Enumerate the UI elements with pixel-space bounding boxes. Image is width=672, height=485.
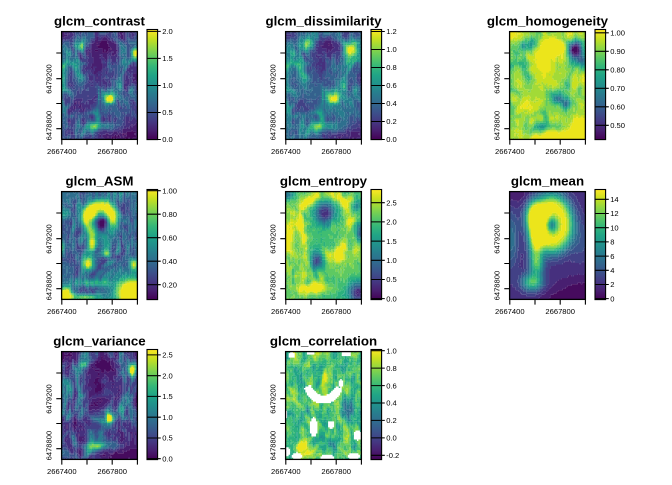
svg-text:6479200: 6479200 xyxy=(269,384,278,414)
svg-text:2667400: 2667400 xyxy=(271,147,301,156)
svg-text:2667400: 2667400 xyxy=(271,307,301,316)
svg-text:6478800: 6478800 xyxy=(45,271,54,301)
svg-text:2667400: 2667400 xyxy=(47,147,77,156)
svg-text:2667800: 2667800 xyxy=(97,467,127,476)
svg-text:0.6: 0.6 xyxy=(386,381,397,390)
svg-text:6: 6 xyxy=(610,252,614,261)
svg-text:6478800: 6478800 xyxy=(493,111,502,141)
svg-text:2667400: 2667400 xyxy=(495,147,525,156)
svg-text:2667800: 2667800 xyxy=(97,147,127,156)
svg-text:4: 4 xyxy=(610,266,614,275)
svg-text:8: 8 xyxy=(610,238,614,247)
svg-text:10: 10 xyxy=(610,223,618,232)
svg-text:0.0: 0.0 xyxy=(386,434,397,443)
svg-text:2.0: 2.0 xyxy=(386,218,397,227)
svg-text:2667400: 2667400 xyxy=(47,467,77,476)
svg-text:2667800: 2667800 xyxy=(321,147,351,156)
svg-text:0.6: 0.6 xyxy=(386,81,397,90)
svg-text:0.20: 0.20 xyxy=(162,280,177,289)
svg-text:6478800: 6478800 xyxy=(45,111,54,141)
svg-text:2667800: 2667800 xyxy=(321,467,351,476)
svg-text:6478800: 6478800 xyxy=(269,431,278,461)
svg-text:glcm_variance: glcm_variance xyxy=(53,333,145,348)
svg-text:2667800: 2667800 xyxy=(545,147,575,156)
svg-text:0.5: 0.5 xyxy=(162,434,173,443)
svg-text:6478800: 6478800 xyxy=(493,271,502,301)
svg-text:0.5: 0.5 xyxy=(386,275,397,284)
svg-text:2667400: 2667400 xyxy=(495,307,525,316)
svg-text:0.40: 0.40 xyxy=(162,257,177,266)
svg-text:2: 2 xyxy=(610,280,614,289)
svg-text:0.60: 0.60 xyxy=(162,233,177,242)
svg-text:1.5: 1.5 xyxy=(162,392,173,401)
svg-text:glcm_ASM: glcm_ASM xyxy=(66,173,134,188)
svg-text:1.00: 1.00 xyxy=(162,186,177,195)
svg-text:0.0: 0.0 xyxy=(162,135,173,144)
svg-text:glcm_dissimilarity: glcm_dissimilarity xyxy=(265,13,382,28)
svg-text:6479200: 6479200 xyxy=(45,224,54,254)
svg-text:6479200: 6479200 xyxy=(269,64,278,94)
svg-text:2667800: 2667800 xyxy=(545,307,575,316)
svg-text:0.0: 0.0 xyxy=(162,454,173,463)
svg-text:0.70: 0.70 xyxy=(610,84,625,93)
svg-text:6478800: 6478800 xyxy=(45,431,54,461)
svg-text:0.2: 0.2 xyxy=(386,416,397,425)
svg-text:-0.2: -0.2 xyxy=(386,451,399,460)
svg-text:0: 0 xyxy=(610,294,614,303)
svg-text:6478800: 6478800 xyxy=(269,111,278,141)
svg-text:6479200: 6479200 xyxy=(45,384,54,414)
svg-text:0.5: 0.5 xyxy=(162,108,173,117)
svg-text:glcm_entropy: glcm_entropy xyxy=(280,173,368,188)
svg-text:2.0: 2.0 xyxy=(162,371,173,380)
svg-text:1.2: 1.2 xyxy=(386,27,397,36)
svg-text:1.0: 1.0 xyxy=(386,45,397,54)
svg-text:1.0: 1.0 xyxy=(386,346,397,355)
svg-text:2667800: 2667800 xyxy=(321,307,351,316)
svg-text:0.2: 0.2 xyxy=(386,117,397,126)
svg-text:1.5: 1.5 xyxy=(386,237,397,246)
svg-text:2667400: 2667400 xyxy=(47,307,77,316)
svg-text:6479200: 6479200 xyxy=(45,64,54,94)
svg-text:1.0: 1.0 xyxy=(162,413,173,422)
svg-text:14: 14 xyxy=(610,195,618,204)
svg-text:6479200: 6479200 xyxy=(269,224,278,254)
svg-text:0.0: 0.0 xyxy=(386,294,397,303)
svg-text:2.5: 2.5 xyxy=(386,198,397,207)
svg-text:2.5: 2.5 xyxy=(162,351,173,360)
svg-text:1.5: 1.5 xyxy=(162,54,173,63)
svg-text:0.60: 0.60 xyxy=(610,103,625,112)
svg-text:12: 12 xyxy=(610,209,618,218)
svg-text:glcm_correlation: glcm_correlation xyxy=(270,333,377,348)
svg-text:0.50: 0.50 xyxy=(610,121,625,130)
svg-text:0.0: 0.0 xyxy=(386,135,397,144)
svg-text:0.8: 0.8 xyxy=(386,364,397,373)
svg-text:2667400: 2667400 xyxy=(271,467,301,476)
svg-text:0.80: 0.80 xyxy=(610,66,625,75)
svg-text:0.80: 0.80 xyxy=(162,210,177,219)
svg-text:1.0: 1.0 xyxy=(162,81,173,90)
svg-text:0.90: 0.90 xyxy=(610,47,625,56)
svg-text:1.00: 1.00 xyxy=(610,29,625,38)
svg-text:glcm_contrast: glcm_contrast xyxy=(54,13,145,28)
svg-text:glcm_homogeneity: glcm_homogeneity xyxy=(487,13,609,28)
svg-text:0.4: 0.4 xyxy=(386,399,397,408)
svg-text:0.4: 0.4 xyxy=(386,99,397,108)
svg-text:2.0: 2.0 xyxy=(162,27,173,36)
svg-text:6479200: 6479200 xyxy=(493,224,502,254)
svg-text:0.8: 0.8 xyxy=(386,63,397,72)
svg-text:glcm_mean: glcm_mean xyxy=(511,173,584,188)
svg-text:6479200: 6479200 xyxy=(493,64,502,94)
svg-text:1.0: 1.0 xyxy=(386,256,397,265)
svg-text:6478800: 6478800 xyxy=(269,271,278,301)
svg-text:2667800: 2667800 xyxy=(97,307,127,316)
